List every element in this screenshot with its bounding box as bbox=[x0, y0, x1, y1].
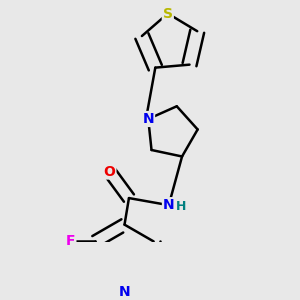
Text: H: H bbox=[176, 200, 186, 213]
Text: O: O bbox=[103, 164, 116, 178]
Text: S: S bbox=[163, 7, 173, 20]
Text: F: F bbox=[66, 234, 75, 248]
Text: N: N bbox=[163, 198, 175, 212]
Text: N: N bbox=[119, 285, 130, 299]
Text: N: N bbox=[142, 112, 154, 126]
